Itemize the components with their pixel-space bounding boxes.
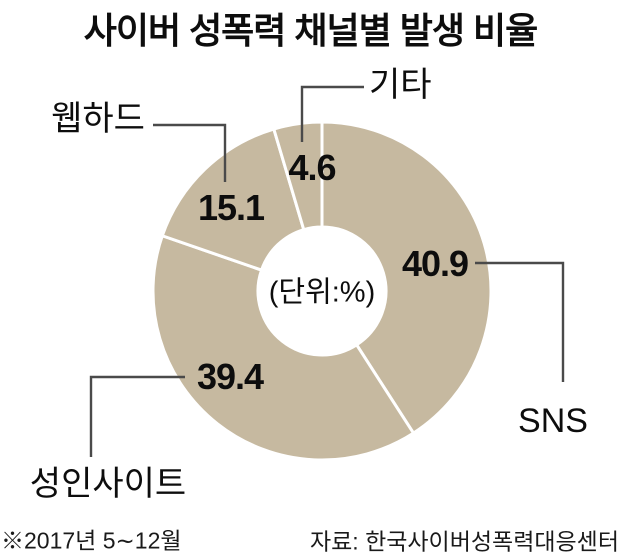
donut-segment-웹하드	[160, 127, 306, 272]
chart-title: 사이버 성폭력 채널별 발생 비율	[83, 10, 539, 51]
donut-segment-성인사이트	[151, 233, 416, 462]
label-sns: SNS	[518, 402, 588, 440]
callout-line-etc	[300, 85, 364, 142]
value-adult-site: 39.4	[196, 356, 264, 397]
value-webhard: 15.1	[197, 187, 265, 228]
callout-line-adult-site	[89, 375, 185, 457]
label-webhard: 웹하드	[51, 100, 145, 138]
footnote-period: ※2017년 5∼12월	[1, 527, 182, 554]
value-sns: 40.9	[401, 243, 469, 284]
donut-segment-기타	[271, 120, 324, 232]
donut-ring	[151, 120, 493, 462]
label-etc: 기타	[369, 66, 432, 104]
callout-line-webhard	[153, 123, 227, 182]
unit-label: (단위:%)	[268, 276, 376, 309]
callout-line-sns	[475, 261, 565, 382]
value-etc: 4.6	[288, 147, 336, 188]
source-credit: 자료: 한국사이버성폭력대응센터	[309, 528, 619, 555]
label-adult-site: 성인사이트	[29, 465, 187, 503]
